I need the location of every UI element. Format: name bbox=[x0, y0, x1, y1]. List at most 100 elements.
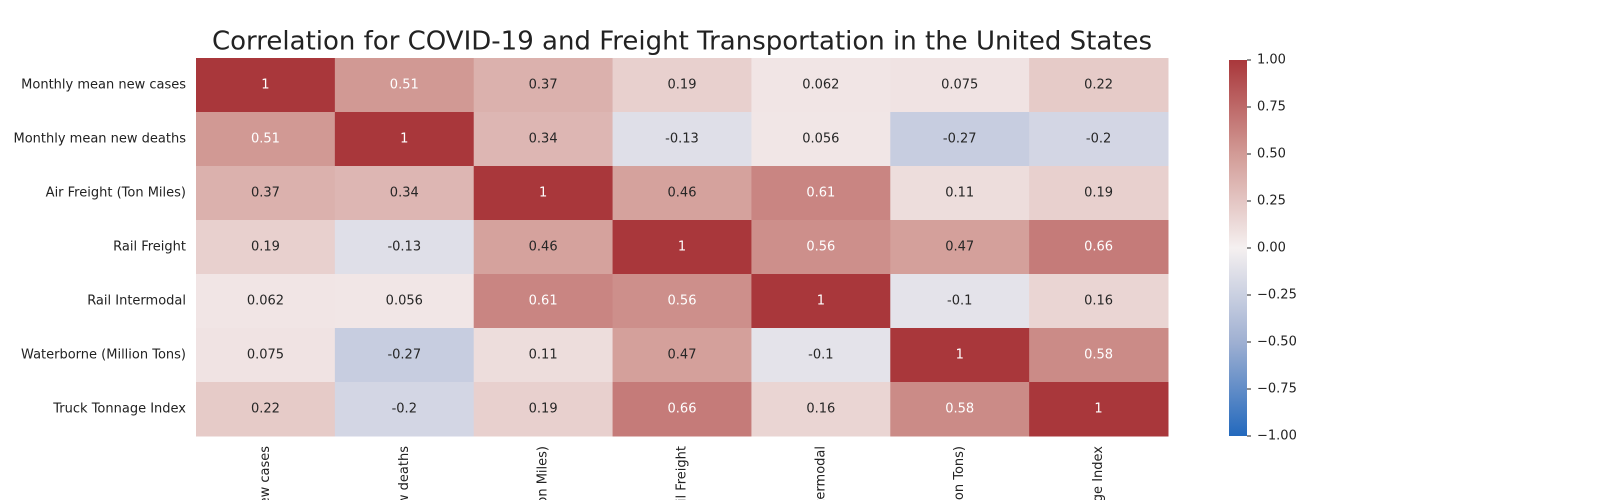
colorbar-tick-label: 0.50 bbox=[1257, 147, 1286, 162]
cell-label: -0.2 bbox=[392, 402, 417, 417]
cell-label: 1 bbox=[400, 132, 408, 147]
cell-label: 0.22 bbox=[251, 402, 280, 417]
cell-label: 0.19 bbox=[529, 402, 558, 417]
cell-label: 0.11 bbox=[945, 186, 974, 201]
cell-label: 0.37 bbox=[529, 78, 558, 93]
cell-label: 0.58 bbox=[1084, 348, 1113, 363]
cell-label: 0.51 bbox=[251, 132, 280, 147]
heatmap-cell bbox=[1029, 274, 1169, 329]
heatmap-cell bbox=[612, 220, 752, 275]
cell-label: 1 bbox=[261, 78, 269, 93]
y-tick-label: Waterborne (Million Tons) bbox=[21, 348, 186, 363]
cell-label: 0.075 bbox=[247, 348, 284, 363]
heatmap-cell bbox=[473, 274, 614, 329]
heatmap-cell bbox=[334, 166, 475, 221]
y-tick-label: Rail Freight bbox=[113, 240, 186, 255]
cell-label: 0.34 bbox=[529, 132, 558, 147]
cell-label: 0.056 bbox=[802, 132, 839, 147]
cell-label: 0.47 bbox=[945, 240, 974, 255]
cell-label: 1 bbox=[539, 186, 547, 201]
y-tick-label: Rail Intermodal bbox=[87, 294, 186, 309]
heatmap-cell bbox=[473, 166, 614, 221]
cell-label: 0.61 bbox=[806, 186, 835, 201]
heatmap-cell bbox=[473, 58, 614, 113]
cell-label: 0.062 bbox=[802, 78, 839, 93]
cell-label: 1 bbox=[678, 240, 686, 255]
heatmap-cell bbox=[751, 328, 891, 383]
heatmap-cell bbox=[334, 328, 475, 383]
cell-label: -0.2 bbox=[1086, 132, 1111, 147]
cell-label: 0.66 bbox=[668, 402, 697, 417]
cell-label: -0.1 bbox=[808, 348, 833, 363]
heatmap-cell bbox=[1029, 328, 1169, 383]
x-tick-label: Air Freight (Ton Miles) bbox=[536, 446, 551, 500]
heatmap-cell bbox=[334, 220, 475, 275]
cell-label: 0.16 bbox=[1084, 294, 1113, 309]
cell-label: 0.47 bbox=[668, 348, 697, 363]
y-tick-label: Monthly mean new cases bbox=[21, 78, 186, 93]
x-tick-label: Waterborne (Million Tons) bbox=[952, 446, 967, 500]
cell-label: -0.27 bbox=[943, 132, 977, 147]
heatmap-cell bbox=[751, 220, 891, 275]
colorbar-tick-label: −1.00 bbox=[1257, 429, 1297, 444]
heatmap-cell bbox=[196, 274, 336, 329]
heatmap-cell bbox=[1029, 166, 1169, 221]
cell-label: 0.062 bbox=[247, 294, 284, 309]
heatmap-cell bbox=[890, 112, 1030, 167]
cell-label: 0.34 bbox=[390, 186, 419, 201]
colorbar-tick-label: 0.25 bbox=[1257, 194, 1286, 209]
heatmap-cell bbox=[196, 328, 336, 383]
heatmap-cell bbox=[890, 220, 1030, 275]
cell-label: 0.056 bbox=[386, 294, 423, 309]
cell-label: -0.27 bbox=[387, 348, 421, 363]
y-tick-label: Monthly mean new deaths bbox=[13, 132, 186, 147]
cell-label: 1 bbox=[956, 348, 964, 363]
heatmap-cell bbox=[1029, 112, 1169, 167]
heatmap-cell bbox=[334, 382, 475, 437]
heatmap-cell bbox=[612, 112, 752, 167]
colorbar bbox=[1229, 60, 1247, 436]
cell-label: 0.075 bbox=[941, 78, 978, 93]
heatmap-cell bbox=[1029, 220, 1169, 275]
y-tick-label: Truck Tonnage Index bbox=[52, 402, 186, 417]
colorbar-tick-label: −0.50 bbox=[1257, 335, 1297, 350]
colorbar-tick-label: 0.75 bbox=[1257, 100, 1286, 115]
heatmap-cell bbox=[473, 220, 614, 275]
heatmap-cell bbox=[473, 328, 614, 383]
heatmap-cell bbox=[751, 112, 891, 167]
colorbar-tick-label: −0.25 bbox=[1257, 288, 1297, 303]
cell-label: -0.1 bbox=[947, 294, 972, 309]
heatmap-cell bbox=[751, 58, 891, 113]
cell-label: 0.19 bbox=[668, 78, 697, 93]
cell-label: 0.16 bbox=[806, 402, 835, 417]
heatmap-cell bbox=[196, 382, 336, 437]
x-tick-label: Monthly mean new deaths bbox=[397, 446, 412, 500]
heatmap-cell bbox=[196, 58, 336, 113]
x-tick-label: Rail Intermodal bbox=[813, 446, 828, 500]
x-tick-label: Truck Tonnage Index bbox=[1091, 446, 1106, 500]
x-tick-label: Rail Freight bbox=[675, 446, 690, 500]
heatmap-cell bbox=[196, 112, 336, 167]
cell-label: 0.56 bbox=[806, 240, 835, 255]
cell-label: -0.13 bbox=[665, 132, 699, 147]
colorbar-tick-label: 1.00 bbox=[1257, 53, 1286, 68]
cell-label: 0.11 bbox=[529, 348, 558, 363]
heatmap-cell bbox=[612, 382, 752, 437]
cell-label: 0.37 bbox=[251, 186, 280, 201]
heatmap-cell bbox=[890, 328, 1030, 383]
heatmap-cell bbox=[473, 382, 614, 437]
heatmap-cell bbox=[890, 382, 1030, 437]
cell-label: 0.46 bbox=[529, 240, 558, 255]
cell-label: 0.51 bbox=[390, 78, 419, 93]
cell-label: 1 bbox=[1094, 402, 1102, 417]
heatmap-cell bbox=[1029, 58, 1169, 113]
heatmap-cell bbox=[612, 166, 752, 221]
heatmap-cell bbox=[890, 166, 1030, 221]
cell-label: -0.13 bbox=[387, 240, 421, 255]
colorbar-tick-label: −0.75 bbox=[1257, 382, 1297, 397]
heatmap-cell bbox=[196, 220, 336, 275]
cell-label: 0.22 bbox=[1084, 78, 1113, 93]
heatmap-cell bbox=[1029, 382, 1169, 437]
cell-label: 1 bbox=[817, 294, 825, 309]
